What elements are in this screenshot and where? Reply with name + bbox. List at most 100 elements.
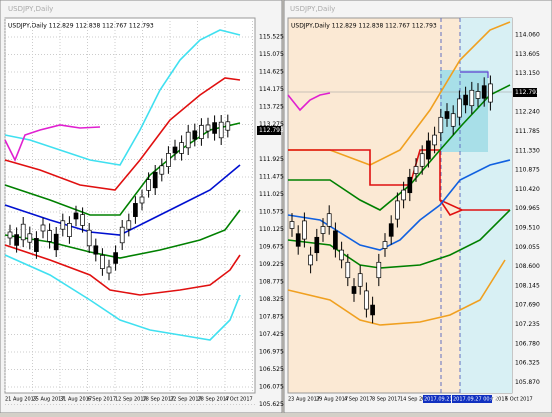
candle-body bbox=[488, 83, 493, 103]
price-label: 113.275 bbox=[259, 121, 284, 128]
indicator-line bbox=[4, 124, 101, 162]
cursor-date: 2017.09.27 00:00 bbox=[453, 397, 498, 403]
price-label: 105.870 bbox=[515, 379, 540, 386]
candle-body bbox=[413, 166, 419, 174]
candle-body bbox=[133, 203, 138, 217]
price-label: 113.725 bbox=[259, 104, 284, 111]
price-label: 114.175 bbox=[259, 86, 284, 93]
price-label: 112.240 bbox=[515, 109, 540, 116]
indicator-line bbox=[4, 164, 241, 236]
candle-body bbox=[339, 249, 344, 261]
candle-body bbox=[481, 85, 487, 99]
candle-body bbox=[179, 142, 184, 154]
price-label: 109.965 bbox=[515, 205, 540, 212]
candle-body bbox=[295, 233, 301, 247]
price-label: 109.055 bbox=[515, 244, 540, 251]
price-label: 111.475 bbox=[259, 174, 284, 181]
price-label: 105.625 bbox=[259, 401, 284, 408]
price-label: 106.075 bbox=[259, 384, 284, 391]
candle-body bbox=[395, 200, 400, 220]
candle-body bbox=[67, 223, 72, 237]
price-label: 107.425 bbox=[259, 331, 284, 338]
price-label: 111.785 bbox=[515, 128, 540, 135]
window-title[interactable]: USDJPY,Daily bbox=[8, 5, 53, 13]
price-label: 107.235 bbox=[515, 321, 540, 328]
candle-body bbox=[469, 89, 475, 107]
candle-body bbox=[320, 226, 326, 234]
indicator-line bbox=[288, 149, 510, 211]
candle-body bbox=[166, 153, 171, 167]
date-label: 28 Sep 2017 bbox=[198, 397, 230, 403]
candle-body bbox=[382, 241, 388, 249]
cursor-tag bbox=[452, 395, 492, 403]
candle-body bbox=[47, 230, 52, 242]
candle-body bbox=[185, 131, 191, 149]
price-label: 111.925 bbox=[259, 156, 284, 163]
price-label: 110.575 bbox=[259, 209, 284, 216]
candle-body bbox=[333, 230, 338, 250]
price-label: 111.025 bbox=[259, 191, 284, 198]
date-label: 6 Oct 2017 bbox=[505, 397, 533, 403]
box-zone bbox=[440, 70, 488, 152]
candle-body bbox=[152, 171, 158, 189]
date-label: 22 Sep 2017 bbox=[170, 397, 202, 403]
date-label: 14 Sep 2017 bbox=[400, 397, 432, 403]
window-title[interactable]: USDJPY,Daily bbox=[290, 5, 335, 13]
candle-body bbox=[308, 254, 313, 266]
candle-body bbox=[14, 234, 19, 246]
candle-body bbox=[463, 94, 468, 106]
candle-body bbox=[401, 189, 406, 201]
date-label: 4 Sep 2017 bbox=[344, 397, 373, 403]
date-label: 6 Sep 2017 bbox=[88, 397, 117, 403]
date-label: 23 Aug 2017 bbox=[288, 397, 320, 403]
indicator-line bbox=[4, 122, 241, 216]
candle-body bbox=[27, 233, 33, 243]
candle-body bbox=[159, 165, 165, 175]
indicator-line bbox=[4, 244, 241, 296]
indicator-line bbox=[287, 259, 506, 326]
candle-body bbox=[172, 146, 178, 154]
candle-body bbox=[212, 122, 217, 134]
candle-body bbox=[119, 226, 125, 244]
indicator-line bbox=[460, 71, 489, 78]
cursor-tag bbox=[423, 395, 451, 403]
price-label: 106.780 bbox=[515, 340, 540, 347]
price-label: 114.625 bbox=[259, 69, 284, 76]
candle-body bbox=[302, 220, 307, 240]
candle-body bbox=[192, 130, 198, 140]
candle-body bbox=[93, 245, 99, 255]
left-plot bbox=[4, 17, 256, 394]
candle-body bbox=[20, 223, 26, 241]
date-label: 8 Sep 2017 bbox=[372, 397, 401, 403]
price-tag bbox=[513, 88, 537, 97]
chart-info: USDJPY,Daily 112.829 112.838 112.767 112… bbox=[8, 23, 154, 30]
candle-body bbox=[432, 134, 437, 146]
date-label: 12 Sep 2017 bbox=[115, 397, 147, 403]
price-label: 107.875 bbox=[259, 314, 284, 321]
candle-body bbox=[351, 286, 357, 294]
price-tag bbox=[257, 126, 281, 135]
price-label: 109.225 bbox=[259, 261, 284, 268]
date-label: 21 Aug 2017 bbox=[5, 397, 37, 403]
candle-body bbox=[40, 224, 46, 232]
candle-body bbox=[426, 140, 431, 160]
candle-body bbox=[225, 121, 231, 131]
candle-body bbox=[106, 266, 112, 274]
indicator-line bbox=[287, 92, 331, 112]
date-label: 31 Aug 2017 bbox=[60, 397, 92, 403]
price-label: 109.675 bbox=[259, 244, 284, 251]
candle-body bbox=[53, 233, 59, 251]
indicator-line bbox=[439, 199, 463, 216]
price-label: 110.875 bbox=[515, 167, 540, 174]
price-label: 111.330 bbox=[515, 147, 540, 154]
candle-body bbox=[289, 221, 295, 229]
candle-body bbox=[364, 290, 369, 310]
candle-body bbox=[146, 179, 151, 191]
candle-body bbox=[80, 214, 85, 226]
price-label: 115.525 bbox=[259, 34, 284, 41]
candle-body bbox=[314, 236, 320, 254]
price-label: 106.975 bbox=[259, 349, 284, 356]
candle-body bbox=[419, 153, 425, 167]
candle-body bbox=[457, 98, 462, 118]
